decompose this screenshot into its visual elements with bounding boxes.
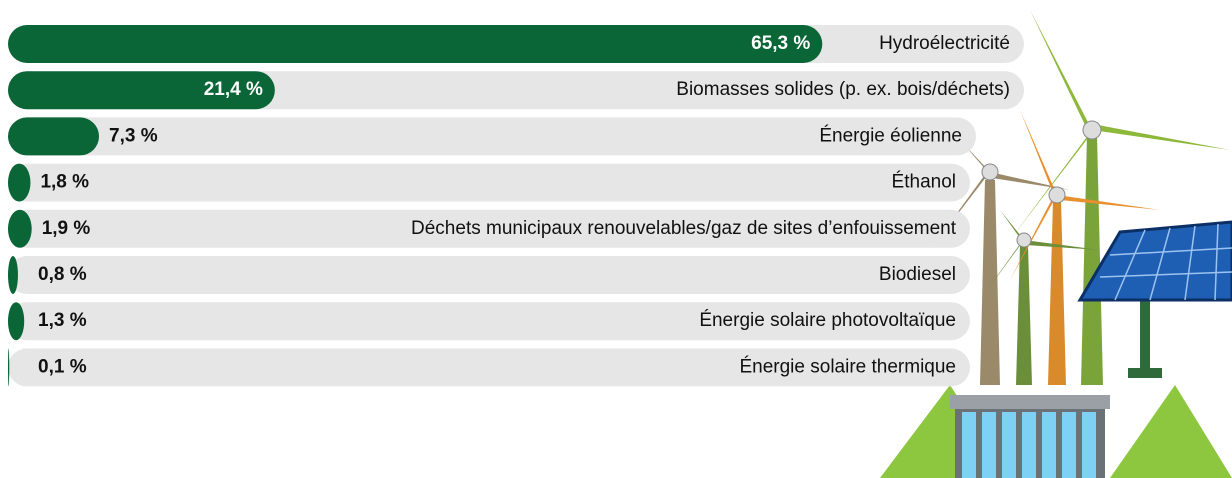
value-label: 65,3 % (751, 33, 810, 54)
bar (8, 348, 10, 387)
bar (8, 302, 25, 341)
category-label: Hydroélectricité (879, 33, 1010, 54)
track (8, 302, 970, 341)
value-label: 0,1 % (38, 356, 87, 377)
value-label: 21,4 % (204, 79, 263, 100)
track (8, 163, 970, 202)
value-label: 1,8 % (40, 172, 89, 193)
bar (8, 256, 18, 294)
category-label: Biomasses solides (p. ex. bois/déchets) (676, 79, 1010, 100)
value-label: 1,9 % (42, 218, 91, 239)
bar (8, 71, 275, 110)
value-label: 1,3 % (38, 310, 87, 331)
value-label: 7,3 % (109, 125, 158, 146)
category-label: Éthanol (892, 172, 956, 193)
value-label: 0,8 % (38, 264, 87, 285)
category-label: Énergie solaire photovoltaïque (699, 310, 956, 331)
bar (8, 117, 100, 156)
track (8, 209, 970, 248)
category-label: Énergie solaire thermique (739, 356, 956, 377)
track (8, 256, 970, 294)
bar (8, 163, 31, 202)
bar (8, 25, 823, 63)
track (8, 348, 970, 387)
track (8, 117, 976, 156)
category-label: Déchets municipaux renouvelables/gaz de … (411, 218, 957, 239)
category-label: Énergie éolienne (819, 125, 962, 146)
category-label: Biodiesel (879, 264, 956, 285)
bar (8, 209, 32, 248)
